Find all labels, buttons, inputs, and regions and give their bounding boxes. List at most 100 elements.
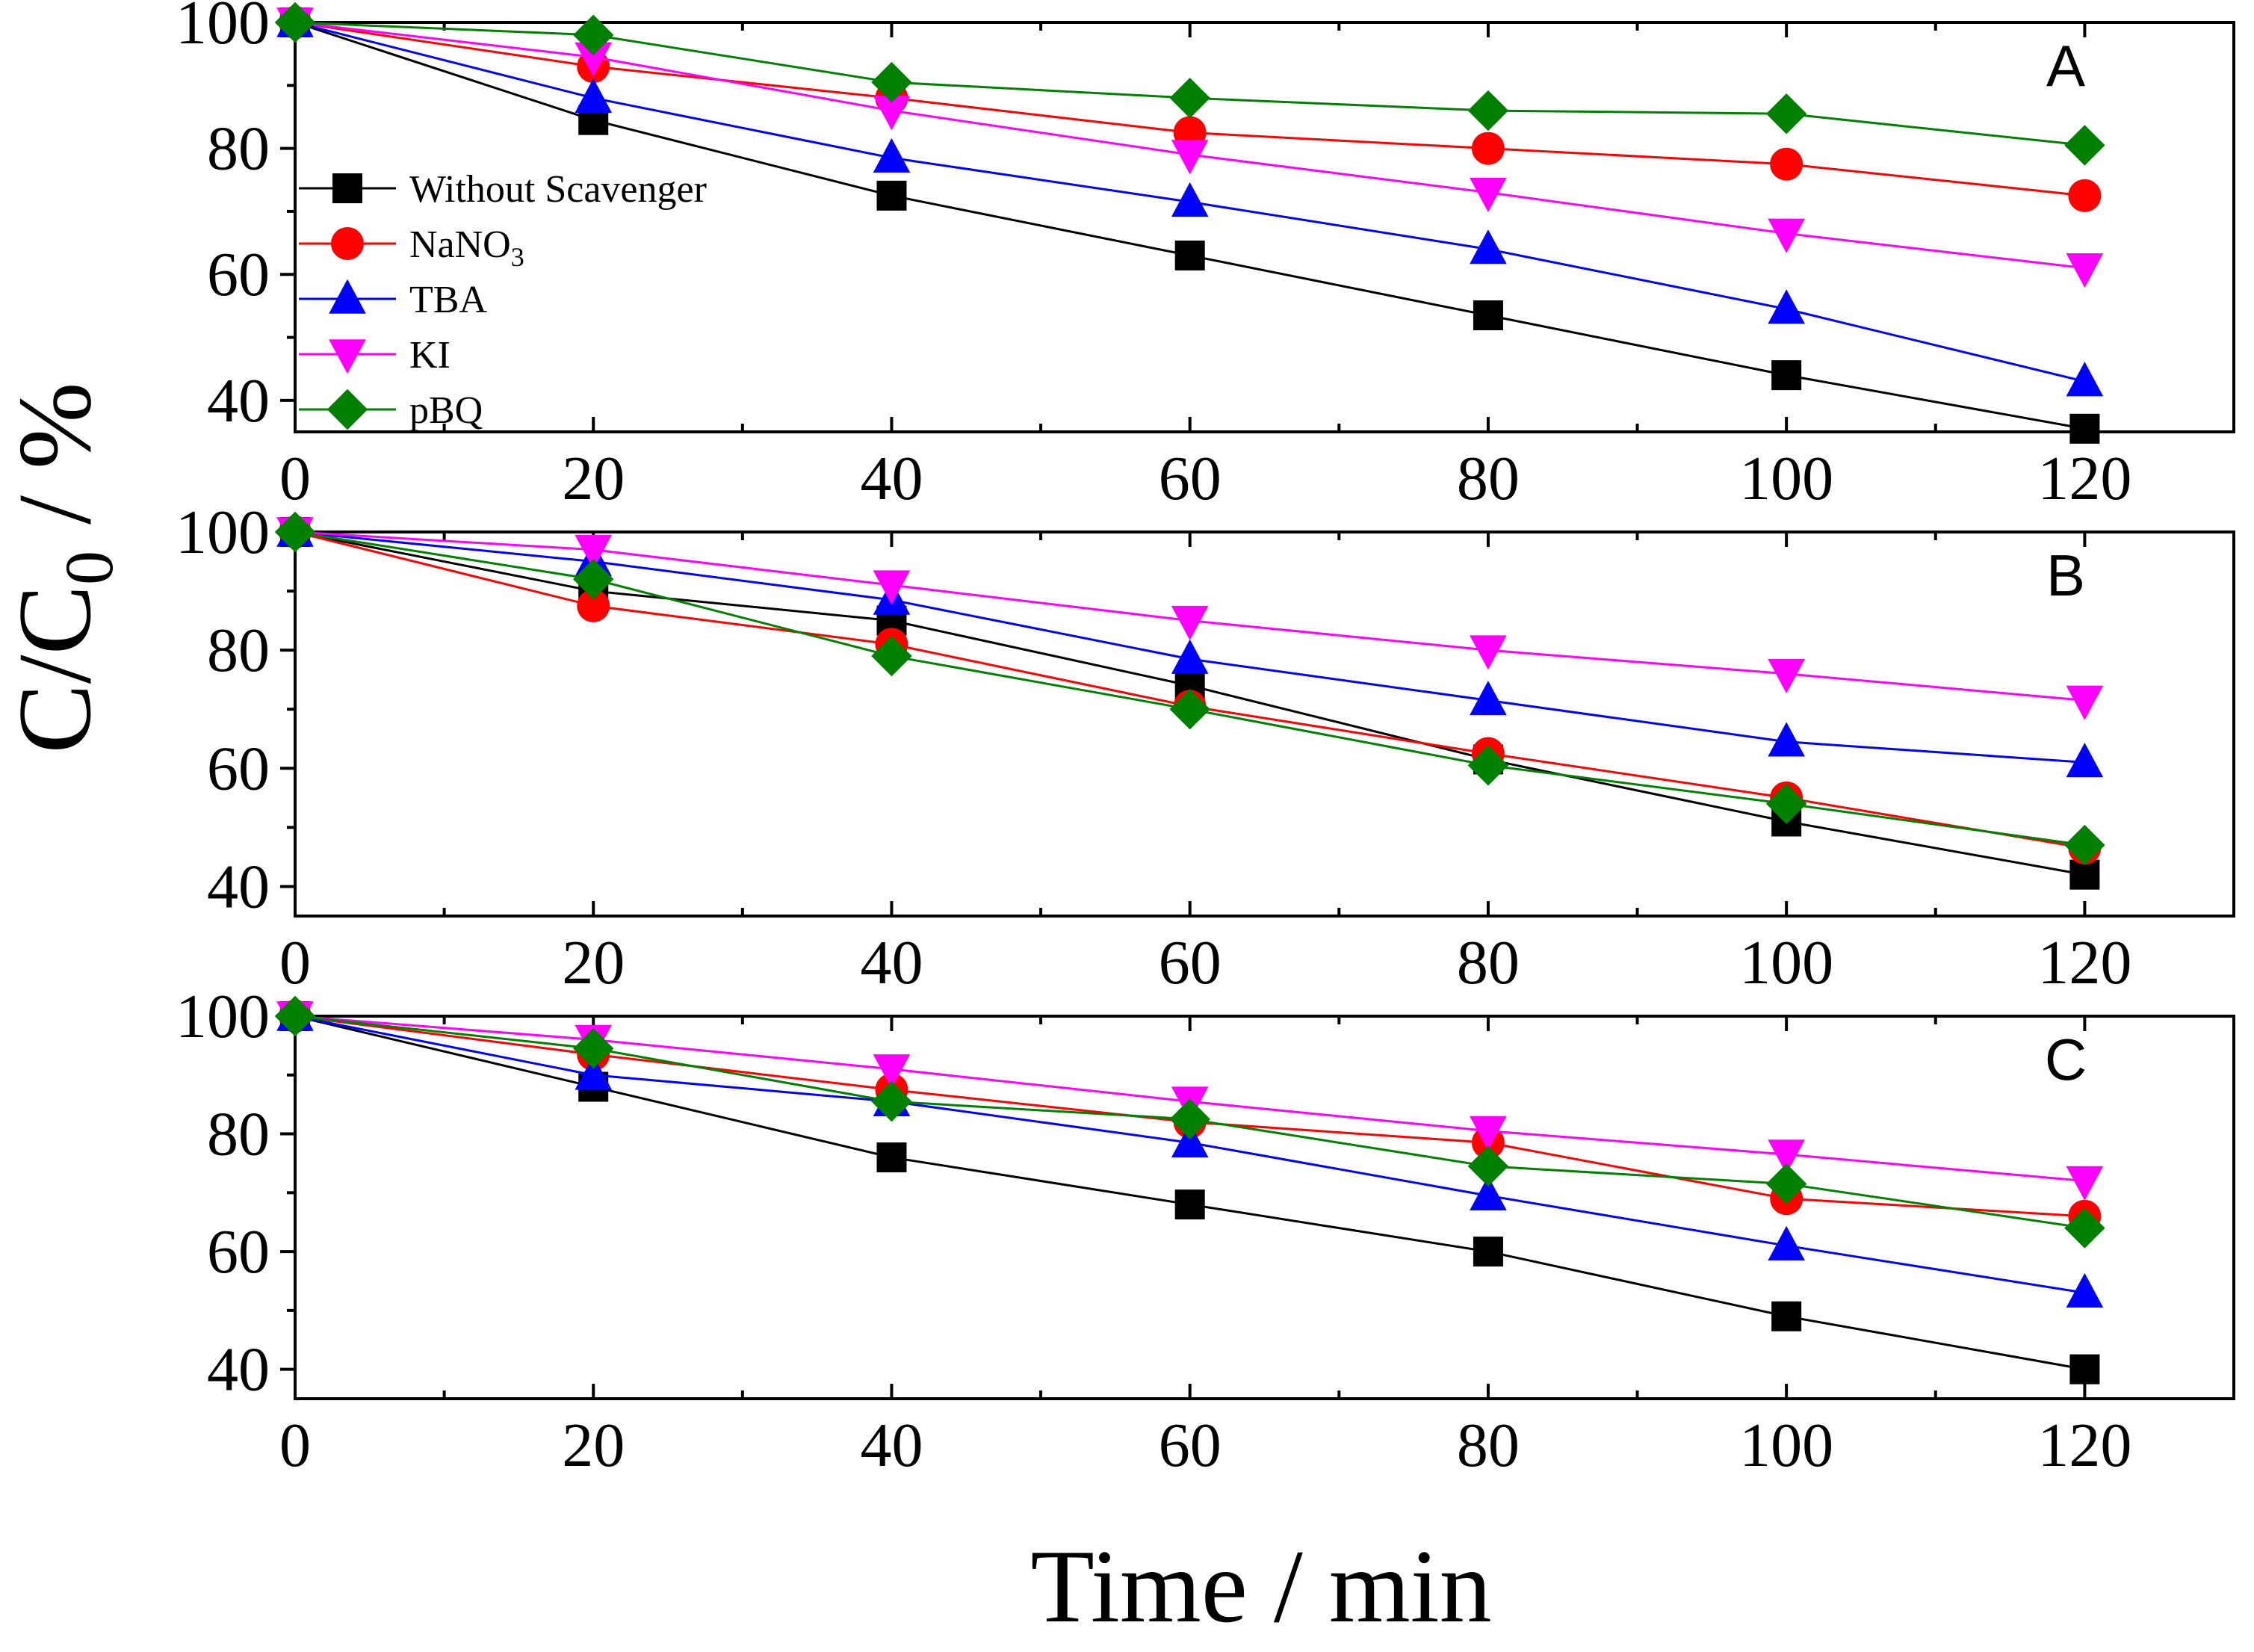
data-point (1471, 132, 1505, 165)
legend-entry: Without Scavenger (299, 168, 707, 211)
y-tick-label: 60 (207, 1217, 270, 1287)
data-point (1467, 90, 1509, 132)
data-point (1169, 689, 1210, 730)
data-point (873, 96, 911, 131)
x-tick-label: 100 (1739, 444, 1833, 513)
series-without-scavenger (280, 7, 2100, 444)
x-tick-label: 80 (1457, 928, 1520, 997)
x-tick-label: 60 (1159, 444, 1222, 513)
series-tba (276, 512, 2104, 778)
panel-c: 0 20 40 60 80 100 120 40 60 80 100 C (176, 982, 2235, 1480)
x-tick-label: 120 (2037, 928, 2131, 997)
data-point (2069, 413, 2100, 444)
data-point (1473, 1237, 1503, 1267)
series-pbq (274, 1, 2105, 166)
panels-group: 0 20 40 60 80 100 120 40 60 80 100 A 0 20 40 60 80 100 120… (176, 0, 2235, 1480)
x-axis-title: Time / min (1030, 1529, 1491, 1645)
data-point (1470, 1175, 1507, 1211)
legend-entry: pBQ (299, 389, 483, 432)
panel-b: 0 20 40 60 80 100 120 40 60 80 100 B (176, 498, 2235, 997)
series-ki (276, 517, 2104, 720)
plot-frame (294, 21, 2235, 433)
legend-entry: TBA (299, 279, 487, 321)
data-point (1470, 635, 1507, 670)
data-point (1768, 289, 1805, 324)
legend: Without Scavenger NaNO3 TBA KI pBQ (299, 168, 707, 432)
legend-marker (331, 227, 364, 260)
legend-marker (326, 389, 368, 430)
legend-marker (332, 173, 362, 203)
data-point (1771, 360, 1802, 391)
data-point (1765, 93, 1807, 134)
panel-label: C (2045, 1027, 2087, 1092)
data-point (573, 1028, 614, 1069)
data-point (873, 137, 911, 173)
data-point (2064, 125, 2105, 166)
data-point (577, 589, 610, 622)
data-point (1174, 240, 1205, 270)
plot-frame (294, 530, 2235, 918)
data-point (1174, 1189, 1205, 1220)
y-tick-label: 80 (207, 114, 270, 184)
x-tick-label: 100 (1739, 1411, 1833, 1480)
y-tick-label: 80 (207, 616, 270, 685)
y-tick-label: 40 (207, 366, 270, 436)
y-axis-title-unit: / % (0, 382, 113, 551)
data-point (871, 61, 912, 103)
x-tick-label: 60 (1159, 928, 1222, 997)
y-tick-label: 100 (176, 0, 270, 58)
data-point (2066, 685, 2104, 720)
y-axis-title-subscript: 0 (51, 551, 127, 585)
data-point (2066, 362, 2104, 397)
data-point (1171, 1122, 1209, 1158)
x-tick-label: 80 (1457, 1411, 1520, 1480)
data-point (876, 180, 907, 211)
x-tick-label: 20 (562, 1411, 625, 1480)
data-point (1467, 1145, 1509, 1187)
x-tick-label: 40 (860, 1411, 923, 1480)
data-point (876, 1142, 907, 1173)
data-point (573, 559, 614, 600)
panel-label: A (2046, 33, 2085, 99)
data-point (1770, 147, 1803, 181)
data-point (573, 14, 614, 56)
y-tick-label: 40 (207, 852, 270, 921)
legend-label: Without Scavenger (409, 168, 707, 211)
data-point (1470, 229, 1507, 264)
y-axis-title: C/C0 / % (0, 382, 127, 753)
y-tick-label: 80 (207, 1100, 270, 1169)
data-point (1171, 182, 1209, 217)
data-point (1171, 605, 1209, 641)
data-point (1171, 639, 1209, 674)
data-point (575, 42, 613, 77)
data-point (1169, 1098, 1210, 1140)
data-point (1470, 177, 1507, 213)
data-point (1467, 745, 1509, 786)
x-tick-label: 40 (860, 444, 923, 513)
panel-label: B (2046, 542, 2085, 608)
data-point (1470, 1116, 1507, 1151)
x-tick-label: 20 (562, 928, 625, 997)
legend-label: KI (409, 334, 451, 377)
data-point (1473, 300, 1503, 331)
data-point (1768, 1139, 1805, 1175)
legend-marker (329, 339, 366, 374)
data-point (1765, 1163, 1807, 1204)
panel-a: 0 20 40 60 80 100 120 40 60 80 100 A (176, 0, 2235, 513)
x-tick-label: 120 (2037, 444, 2131, 513)
x-tick-label: 0 (279, 1411, 311, 1480)
legend-label: NaNO3 (409, 223, 524, 272)
data-point (1768, 218, 1805, 253)
data-point (873, 570, 911, 605)
x-tick-label: 60 (1159, 1411, 1222, 1480)
data-point (2064, 824, 2105, 866)
y-tick-label: 60 (207, 240, 270, 309)
x-tick-label: 0 (279, 928, 311, 997)
data-point (2066, 743, 2104, 778)
data-point (1171, 140, 1209, 175)
data-point (2068, 179, 2102, 212)
data-point (274, 995, 316, 1037)
data-point (1768, 722, 1805, 757)
data-point (873, 1054, 911, 1089)
legend-entry: NaNO3 (299, 223, 524, 272)
